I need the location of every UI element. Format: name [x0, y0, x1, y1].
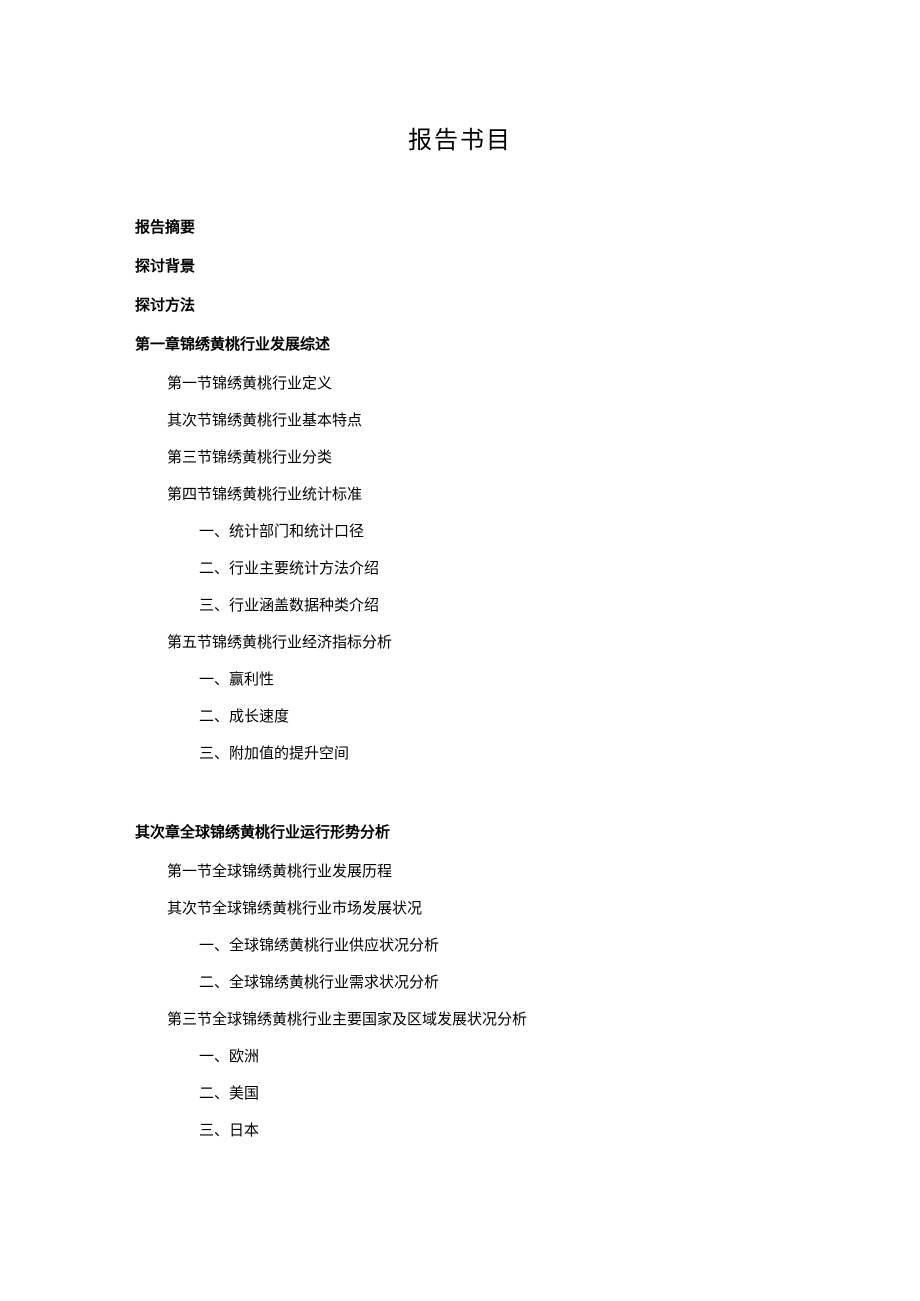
- document-title: 报告书目: [135, 120, 785, 155]
- ch1-section-3: 第三节锦绣黄桃行业分类: [167, 445, 785, 472]
- section-method: 探讨方法: [135, 293, 785, 320]
- ch1-section-5: 第五节锦绣黄桃行业经济指标分析: [167, 630, 785, 657]
- chapter-2-heading: 其次章全球锦绣黄桃行业运行形势分析: [135, 820, 785, 847]
- ch1-section-2: 其次节锦绣黄桃行业基本特点: [167, 408, 785, 435]
- ch2-s3-item-1: 一、欧洲: [199, 1044, 785, 1071]
- ch2-s2-item-2: 二、全球锦绣黄桃行业需求状况分析: [199, 970, 785, 997]
- ch2-section-1: 第一节全球锦绣黄桃行业发展历程: [167, 859, 785, 886]
- ch2-section-3: 第三节全球锦绣黄桃行业主要国家及区域发展状况分析: [167, 1007, 785, 1034]
- ch1-s4-item-1: 一、统计部门和统计口径: [199, 519, 785, 546]
- chapter-1-heading: 第一章锦绣黄桃行业发展综述: [135, 332, 785, 359]
- ch2-s3-item-2: 二、美国: [199, 1081, 785, 1108]
- ch1-s4-item-3: 三、行业涵盖数据种类介绍: [199, 593, 785, 620]
- chapter-spacer: [135, 778, 785, 808]
- ch1-s4-item-2: 二、行业主要统计方法介绍: [199, 556, 785, 583]
- ch2-s2-item-1: 一、全球锦绣黄桃行业供应状况分析: [199, 933, 785, 960]
- ch1-s5-item-3: 三、附加值的提升空间: [199, 741, 785, 768]
- ch2-s3-item-3: 三、日本: [199, 1118, 785, 1145]
- section-background: 探讨背景: [135, 254, 785, 281]
- ch2-section-2: 其次节全球锦绣黄桃行业市场发展状况: [167, 896, 785, 923]
- ch1-section-4: 第四节锦绣黄桃行业统计标准: [167, 482, 785, 509]
- section-abstract: 报告摘要: [135, 215, 785, 242]
- document-page: 报告书目 报告摘要 探讨背景 探讨方法 第一章锦绣黄桃行业发展综述 第一节锦绣黄…: [0, 0, 920, 1235]
- ch1-section-1: 第一节锦绣黄桃行业定义: [167, 371, 785, 398]
- ch1-s5-item-1: 一、赢利性: [199, 667, 785, 694]
- ch1-s5-item-2: 二、成长速度: [199, 704, 785, 731]
